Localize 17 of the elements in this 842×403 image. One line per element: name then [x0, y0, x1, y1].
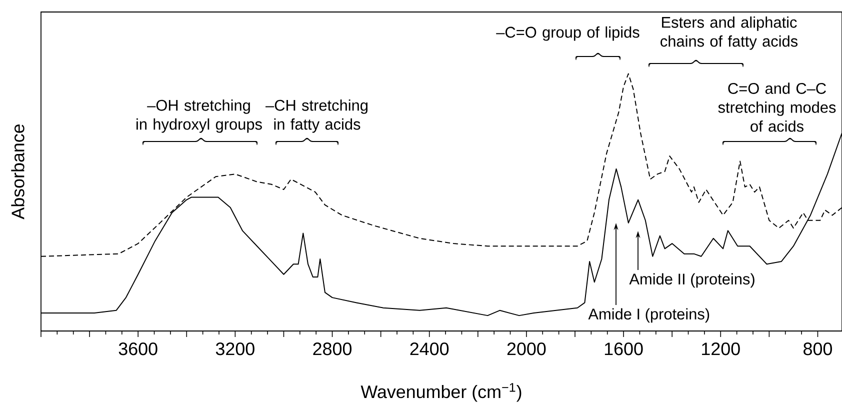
annotation: Amide I (proteins) — [588, 308, 710, 323]
x-tick-label: 1200 — [702, 342, 740, 356]
x-tick-label: 2400 — [410, 342, 449, 356]
annotation: C=O and C–C stretching modes of acids — [718, 82, 836, 132]
x-tick-label: 2000 — [507, 342, 546, 356]
x-axis-title: Wavenumber (cm$^{−1}$) — [360, 383, 522, 402]
text: –C=O group of lipids — [496, 26, 640, 41]
y-axis-title: Absorbance — [11, 124, 24, 220]
text: Esters and aliphatic chains of fatty acids — [660, 16, 798, 50]
x-tick-label: 3600 — [118, 342, 158, 356]
x-tick-label: 3200 — [216, 342, 254, 356]
annotation: Amide II (proteins) — [629, 273, 754, 288]
x-tick-label: 2800 — [313, 342, 352, 356]
annotation: –CH stretching in fatty acids — [266, 99, 368, 133]
x-tick-label: 1600 — [604, 342, 643, 356]
x-tick-label: 800 — [804, 342, 832, 356]
annotation: –OH stretching in hydroxyl groups — [136, 99, 262, 133]
